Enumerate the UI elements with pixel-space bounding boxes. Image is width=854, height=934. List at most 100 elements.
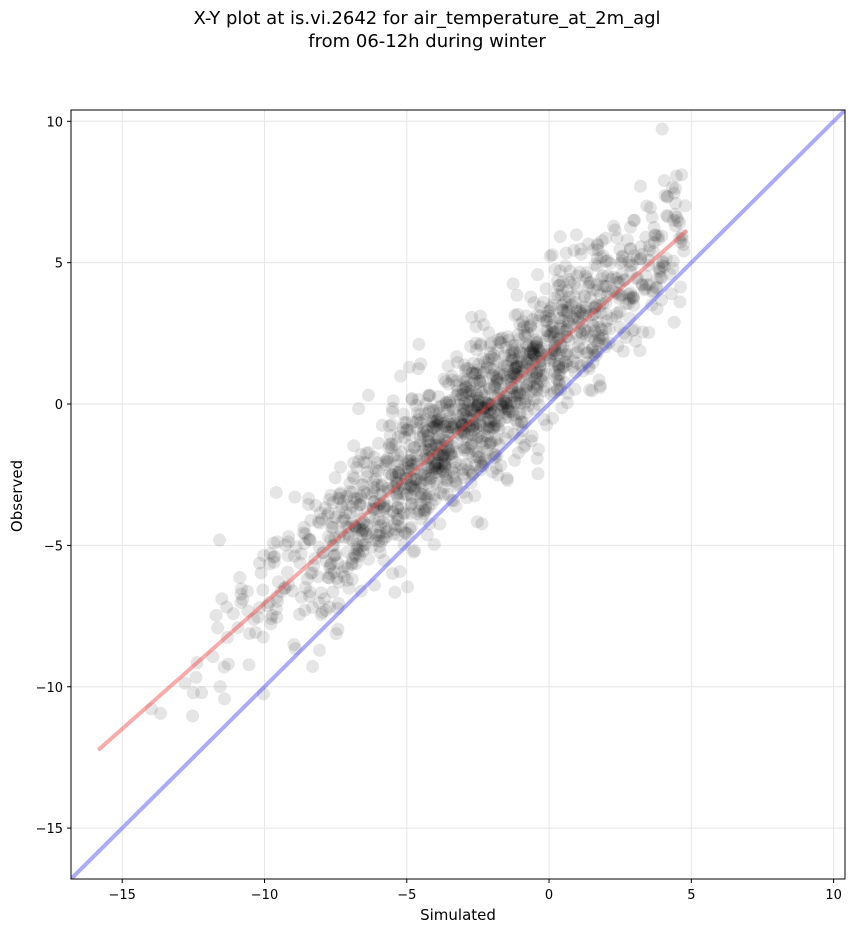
data-point — [459, 380, 473, 394]
data-point — [373, 497, 387, 511]
data-point — [467, 423, 481, 437]
data-point — [442, 448, 456, 462]
data-point — [627, 249, 641, 263]
data-point — [270, 594, 284, 608]
data-point — [552, 377, 566, 391]
data-point — [633, 179, 647, 193]
data-point — [445, 493, 459, 507]
data-point — [491, 333, 505, 347]
data-point — [419, 472, 433, 486]
data-point — [274, 585, 288, 599]
data-point — [496, 399, 510, 413]
data-point — [526, 346, 540, 360]
data-point — [602, 322, 616, 336]
data-point — [543, 353, 557, 367]
data-point — [599, 231, 613, 245]
y-tick-label: −5 — [44, 539, 63, 554]
data-point — [581, 325, 595, 339]
data-point — [497, 393, 511, 407]
data-point — [477, 365, 491, 379]
data-point — [548, 354, 562, 368]
data-point — [513, 346, 527, 360]
data-point — [547, 325, 561, 339]
data-point — [643, 201, 657, 215]
data-point — [427, 476, 441, 490]
data-point — [566, 312, 580, 326]
data-point — [396, 506, 410, 520]
data-point — [342, 532, 356, 546]
data-point — [298, 603, 312, 617]
x-tick-label: −5 — [397, 888, 416, 903]
data-point — [417, 493, 431, 507]
data-point — [459, 441, 473, 455]
data-point — [531, 443, 545, 457]
data-point — [413, 497, 427, 511]
data-point — [428, 461, 442, 475]
data-point — [377, 501, 391, 515]
data-point — [412, 393, 426, 407]
data-point — [251, 610, 265, 624]
data-point — [321, 571, 335, 585]
data-point — [357, 515, 371, 529]
data-point — [458, 375, 472, 389]
data-point — [560, 396, 574, 410]
data-point — [494, 336, 508, 350]
data-point — [466, 450, 480, 464]
data-point — [480, 361, 494, 375]
data-point — [580, 272, 594, 286]
data-point — [423, 402, 437, 416]
data-point — [623, 311, 637, 325]
data-point — [545, 343, 559, 357]
data-point — [498, 359, 512, 373]
data-point — [588, 257, 602, 271]
data-point — [418, 407, 432, 421]
data-point — [517, 440, 531, 454]
data-point — [596, 269, 610, 283]
data-point — [487, 420, 501, 434]
data-point — [403, 453, 417, 467]
data-point — [323, 558, 337, 572]
data-point — [491, 392, 505, 406]
data-point — [426, 416, 440, 430]
data-point — [409, 398, 423, 412]
data-point — [264, 617, 278, 631]
data-point — [494, 459, 508, 473]
data-point — [553, 367, 567, 381]
data-point — [471, 394, 485, 408]
data-point — [497, 396, 511, 410]
data-point — [213, 533, 227, 547]
data-point — [508, 361, 522, 375]
data-point — [433, 464, 447, 478]
data-point — [367, 514, 381, 528]
data-point — [286, 584, 300, 598]
data-point — [466, 419, 480, 433]
data-point — [457, 358, 471, 372]
data-point — [491, 355, 505, 369]
data-point — [337, 494, 351, 508]
data-point — [355, 478, 369, 492]
data-point — [556, 340, 570, 354]
data-point — [373, 539, 387, 553]
data-point — [570, 281, 584, 295]
data-point — [385, 437, 399, 451]
data-point — [361, 388, 375, 402]
data-point — [419, 448, 433, 462]
data-point — [568, 382, 582, 396]
data-point — [459, 418, 473, 432]
data-point — [559, 295, 573, 309]
data-point — [559, 330, 573, 344]
data-point — [488, 381, 502, 395]
data-point — [302, 589, 316, 603]
data-point — [494, 397, 508, 411]
data-point — [372, 529, 386, 543]
data-point — [469, 406, 483, 420]
data-point — [445, 420, 459, 434]
data-point — [448, 455, 462, 469]
data-point — [394, 501, 408, 515]
data-point — [653, 271, 667, 285]
data-point — [615, 288, 629, 302]
data-point — [482, 423, 496, 437]
data-point — [670, 210, 684, 224]
data-point — [510, 288, 524, 302]
data-point — [231, 621, 245, 635]
